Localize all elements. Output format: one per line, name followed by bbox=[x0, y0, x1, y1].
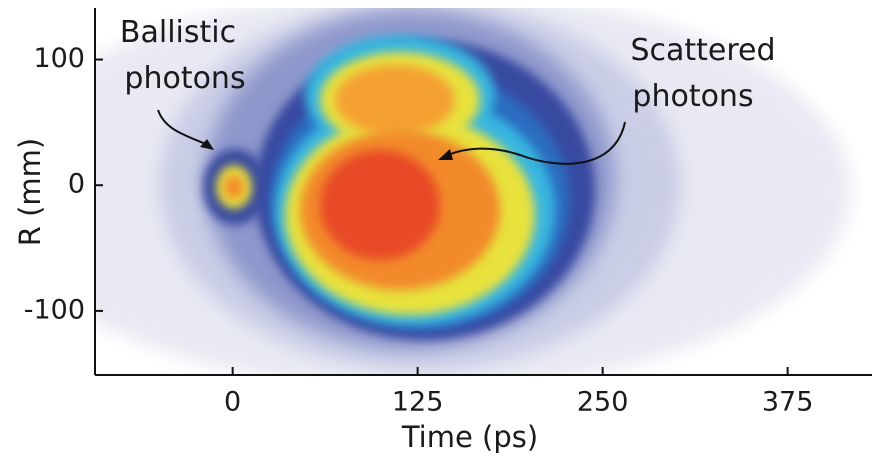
arrow-head bbox=[200, 139, 214, 150]
y-tick-label: 0 bbox=[68, 169, 85, 200]
heatmap-image bbox=[95, 8, 850, 375]
arrow-head bbox=[438, 149, 453, 160]
y-tick-label: 100 bbox=[33, 43, 85, 74]
y-axis-label: R (mm) bbox=[13, 138, 47, 247]
x-tick-label: 0 bbox=[224, 387, 241, 418]
annotation: photons bbox=[124, 61, 245, 96]
annotation: Ballistic bbox=[120, 15, 236, 50]
x-tick-label: 250 bbox=[577, 387, 629, 418]
arrow bbox=[157, 109, 209, 146]
y-tick-label: -100 bbox=[24, 294, 85, 325]
annotation: photons bbox=[632, 79, 753, 114]
x-axis-label: Time (ps) bbox=[401, 420, 538, 454]
annotation: Scattered bbox=[630, 33, 775, 68]
x-tick-label: 125 bbox=[392, 387, 444, 418]
arrow bbox=[447, 121, 626, 165]
x-tick-label: 375 bbox=[762, 387, 814, 418]
